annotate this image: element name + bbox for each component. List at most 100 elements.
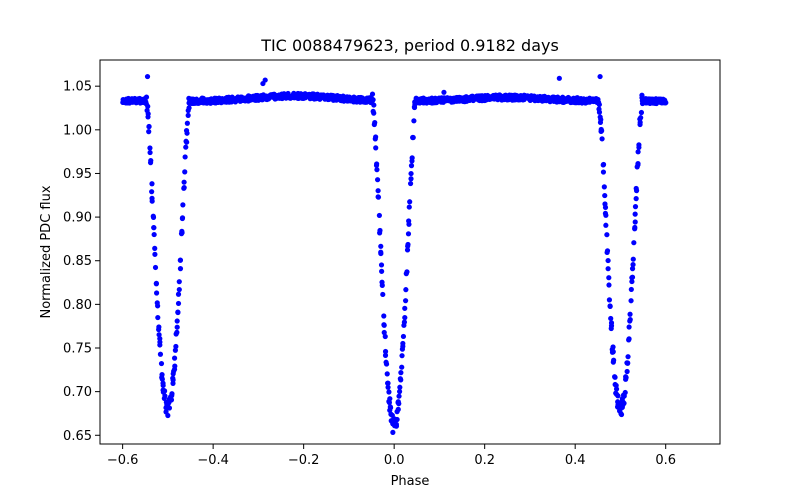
data-point — [371, 110, 377, 116]
data-point — [395, 406, 401, 412]
data-point — [155, 303, 161, 309]
data-point — [633, 196, 639, 202]
data-point — [624, 360, 631, 366]
data-point — [610, 344, 616, 350]
data-point — [372, 136, 378, 142]
data-point — [181, 179, 187, 185]
data-point — [184, 120, 190, 126]
data-point — [159, 372, 165, 378]
data-point — [632, 211, 638, 217]
data-point — [632, 204, 639, 210]
data-point — [632, 224, 638, 231]
y-tick-label: 1.05 — [63, 80, 92, 95]
data-point — [172, 347, 178, 353]
data-point — [409, 158, 415, 164]
outlier-point — [144, 73, 151, 80]
data-point — [184, 130, 190, 136]
data-point — [408, 163, 415, 169]
data-point — [179, 215, 186, 221]
data-point — [404, 269, 410, 275]
data-point — [627, 316, 633, 323]
outlier-point — [556, 75, 562, 81]
data-point — [404, 247, 411, 253]
data-point — [629, 274, 636, 280]
data-point — [172, 363, 178, 369]
data-point — [622, 389, 628, 396]
data-point — [397, 384, 403, 390]
data-point — [631, 240, 637, 246]
data-point — [402, 315, 408, 321]
x-axis-ticks: −0.6 −0.4 −0.2 0.0 0.2 0.4 0.6 — [107, 444, 676, 468]
data-point — [604, 248, 611, 254]
x-tick-label: −0.2 — [288, 453, 320, 468]
data-point — [618, 411, 625, 418]
data-point — [177, 266, 184, 272]
data-point — [185, 112, 191, 119]
data-point — [399, 353, 405, 359]
data-point — [613, 386, 620, 392]
data-point — [179, 228, 185, 234]
outlier-point — [441, 89, 447, 95]
y-tick-label: 0.80 — [63, 298, 92, 313]
y-tick-label: 0.95 — [63, 167, 92, 182]
data-point — [599, 136, 605, 142]
data-point — [603, 222, 609, 228]
data-point — [405, 243, 411, 249]
data-point — [394, 416, 400, 423]
data-point — [175, 309, 181, 315]
data-point — [384, 371, 390, 377]
data-point — [379, 282, 385, 288]
data-point — [628, 286, 634, 293]
data-point — [174, 318, 180, 324]
data-point — [638, 109, 645, 116]
data-point — [173, 343, 179, 350]
data-point — [184, 139, 190, 145]
data-point — [182, 154, 188, 160]
data-point — [629, 278, 635, 285]
data-point — [186, 105, 192, 111]
data-point — [146, 124, 152, 130]
data-point — [612, 374, 618, 380]
y-tick-label: 0.65 — [63, 429, 92, 444]
data-point — [145, 103, 151, 109]
data-point — [373, 145, 379, 151]
data-point — [398, 377, 404, 383]
data-point — [605, 266, 611, 272]
data-point — [636, 142, 642, 148]
data-point — [381, 329, 387, 336]
data-point — [162, 393, 168, 399]
chart-title: TIC 0088479623, period 0.9182 days — [260, 36, 559, 55]
data-point — [385, 384, 391, 390]
data-point — [372, 119, 378, 126]
data-point — [603, 212, 609, 218]
data-point — [596, 109, 603, 115]
data-point — [174, 324, 180, 330]
data-point — [408, 176, 414, 182]
data-point — [403, 287, 409, 293]
data-point — [383, 361, 390, 367]
data-points — [120, 73, 669, 435]
outlier-point — [597, 73, 603, 80]
data-point — [180, 202, 186, 208]
data-point — [166, 405, 173, 411]
data-point — [396, 401, 402, 407]
data-point — [608, 323, 615, 329]
data-point — [639, 92, 645, 98]
data-point — [149, 189, 155, 195]
plot-frame — [99, 59, 721, 445]
data-point — [369, 91, 376, 97]
data-point — [381, 322, 387, 328]
data-point — [402, 298, 409, 304]
x-axis-label: Phase — [391, 474, 430, 489]
data-point — [156, 324, 162, 330]
data-point — [382, 352, 389, 358]
data-point — [150, 214, 157, 220]
data-point — [621, 400, 627, 406]
data-point — [411, 118, 417, 124]
y-tick-label: 0.85 — [63, 254, 92, 269]
data-point — [177, 257, 184, 263]
data-point — [604, 232, 610, 238]
x-tick-label: −0.6 — [107, 453, 139, 468]
data-point — [406, 221, 412, 227]
data-point — [627, 311, 633, 317]
